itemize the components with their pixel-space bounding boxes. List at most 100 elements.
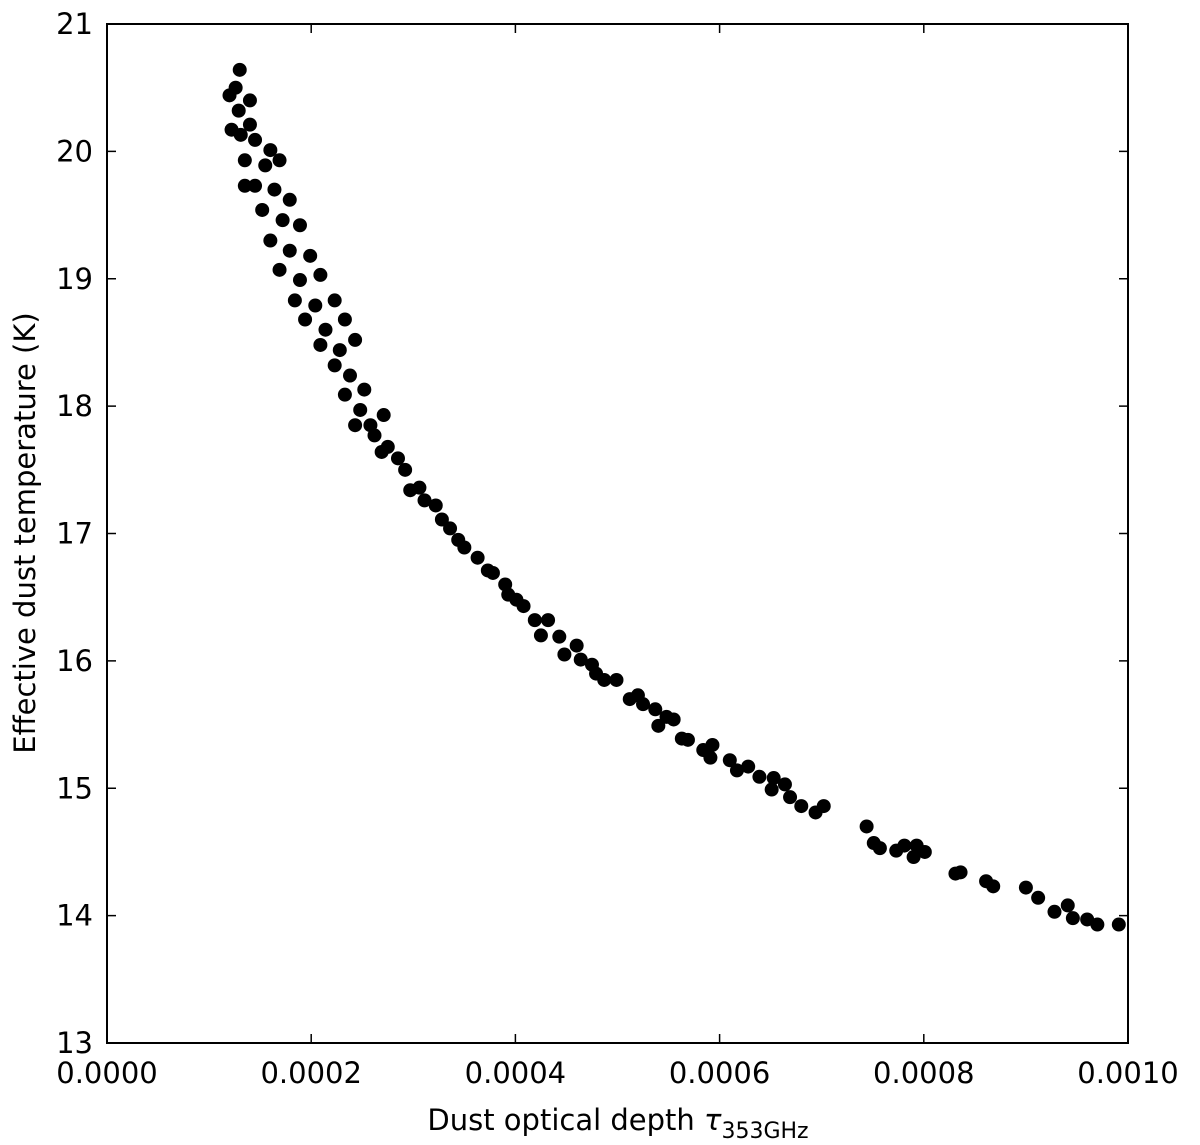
point bbox=[480, 563, 495, 578]
point bbox=[232, 62, 247, 77]
x-tick-label: 0.0002 bbox=[260, 1056, 361, 1090]
point bbox=[764, 782, 779, 797]
point bbox=[979, 874, 994, 889]
point bbox=[674, 731, 689, 746]
point bbox=[342, 368, 357, 383]
point bbox=[237, 178, 252, 193]
point bbox=[403, 483, 418, 498]
point bbox=[470, 550, 485, 565]
x-label-subscript: 353GHz bbox=[721, 1119, 808, 1144]
y-tick-label: 18 bbox=[56, 389, 93, 423]
point bbox=[248, 178, 263, 193]
point bbox=[1031, 890, 1046, 905]
point bbox=[866, 836, 881, 851]
point bbox=[337, 312, 352, 327]
point bbox=[417, 493, 432, 508]
point bbox=[557, 647, 572, 662]
point bbox=[242, 93, 257, 108]
point bbox=[272, 153, 287, 168]
point bbox=[794, 799, 809, 814]
point bbox=[651, 718, 666, 733]
point bbox=[298, 312, 313, 327]
point bbox=[263, 143, 278, 158]
point bbox=[889, 843, 904, 858]
point bbox=[451, 532, 466, 547]
x-axis-label: Dust optical depth τ353GHz bbox=[427, 1103, 808, 1144]
point bbox=[258, 158, 273, 173]
point bbox=[237, 153, 252, 168]
point bbox=[1080, 912, 1095, 927]
point bbox=[859, 819, 874, 834]
point bbox=[263, 233, 278, 248]
point bbox=[1065, 911, 1080, 926]
x-tick-label: 0.0004 bbox=[465, 1056, 566, 1090]
point bbox=[376, 408, 391, 423]
point bbox=[318, 322, 333, 337]
point bbox=[313, 267, 328, 282]
point bbox=[332, 343, 347, 358]
point bbox=[569, 638, 584, 653]
point bbox=[1018, 880, 1033, 895]
point bbox=[609, 672, 624, 687]
point bbox=[222, 88, 237, 103]
point bbox=[255, 202, 270, 217]
point bbox=[348, 418, 363, 433]
point bbox=[327, 293, 342, 308]
point bbox=[541, 613, 556, 628]
point bbox=[282, 243, 297, 258]
point bbox=[267, 182, 282, 197]
x-tick-label: 0.0010 bbox=[1077, 1056, 1178, 1090]
point bbox=[398, 462, 413, 477]
point bbox=[741, 759, 756, 774]
y-axis-label: Effective dust temperature (K) bbox=[8, 312, 42, 753]
y-tick-label: 20 bbox=[56, 134, 93, 168]
x-label-symbol: τ bbox=[704, 1103, 722, 1137]
x-tick-label: 0.0000 bbox=[56, 1056, 157, 1090]
point bbox=[272, 262, 287, 277]
point bbox=[275, 213, 290, 228]
point bbox=[337, 387, 352, 402]
point bbox=[224, 122, 239, 137]
point bbox=[696, 743, 711, 758]
x-tick-label: 0.0006 bbox=[669, 1056, 770, 1090]
point bbox=[428, 498, 443, 513]
point bbox=[584, 657, 599, 672]
point bbox=[527, 613, 542, 628]
point bbox=[292, 273, 307, 288]
point bbox=[766, 771, 781, 786]
point bbox=[357, 382, 372, 397]
point bbox=[282, 192, 297, 207]
y-tick-label: 17 bbox=[56, 517, 93, 551]
point bbox=[313, 337, 328, 352]
point bbox=[353, 402, 368, 417]
point bbox=[752, 769, 767, 784]
point bbox=[242, 117, 257, 132]
point bbox=[498, 577, 513, 592]
point bbox=[390, 451, 405, 466]
point bbox=[906, 850, 921, 865]
y-tick-label: 21 bbox=[56, 7, 93, 41]
point bbox=[231, 103, 246, 118]
y-tick-label: 16 bbox=[56, 644, 93, 678]
point bbox=[722, 753, 737, 768]
point bbox=[434, 512, 449, 527]
point bbox=[363, 418, 378, 433]
point bbox=[777, 777, 792, 792]
plot-frame bbox=[106, 23, 1129, 1044]
point bbox=[573, 652, 588, 667]
y-tick-label: 15 bbox=[56, 771, 93, 805]
point bbox=[303, 248, 318, 263]
point bbox=[533, 628, 548, 643]
point bbox=[783, 790, 798, 805]
point bbox=[729, 763, 744, 778]
x-tick-label: 0.0008 bbox=[873, 1056, 974, 1090]
point bbox=[374, 444, 389, 459]
point bbox=[1111, 917, 1126, 932]
point bbox=[909, 838, 924, 853]
point bbox=[443, 521, 458, 536]
y-tick-label: 13 bbox=[56, 1026, 93, 1060]
point bbox=[648, 702, 663, 717]
x-label-text: Dust optical depth bbox=[427, 1103, 694, 1137]
point bbox=[1060, 898, 1075, 913]
